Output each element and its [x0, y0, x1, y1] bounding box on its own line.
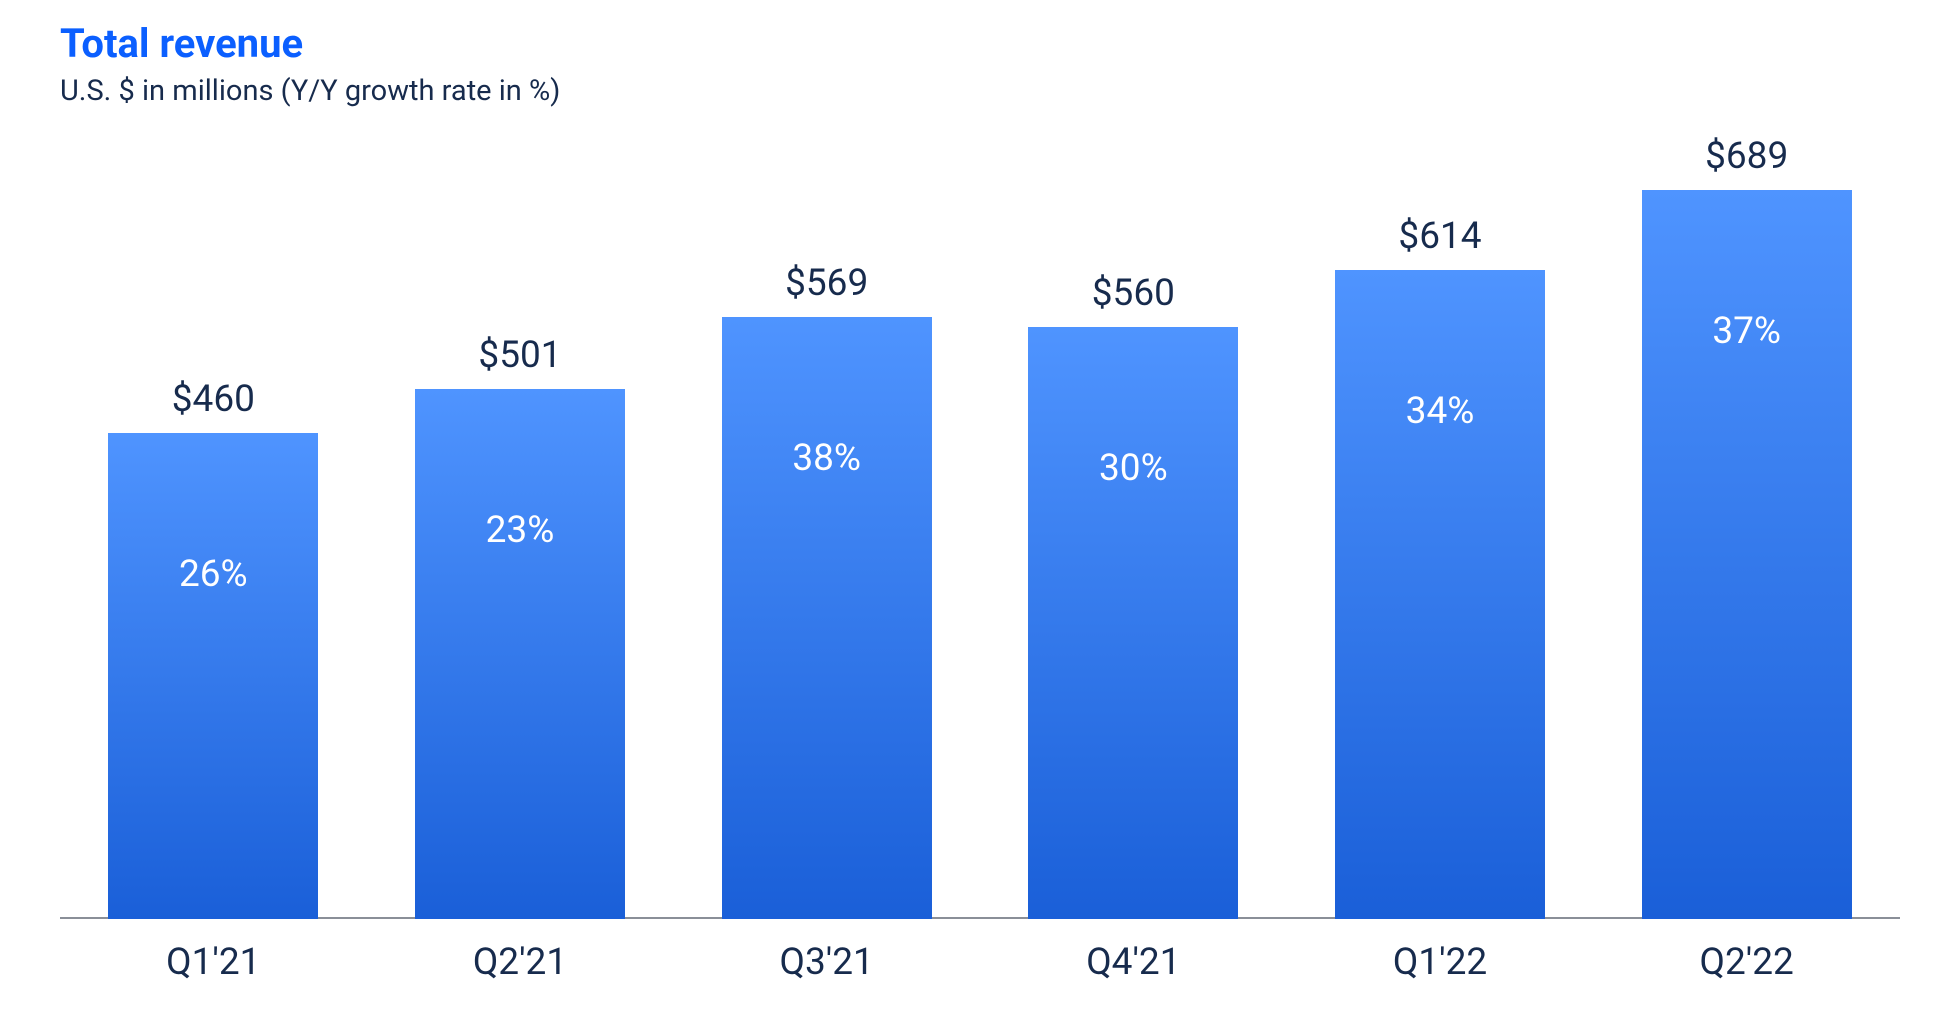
- bar-growth-label: 37%: [1642, 310, 1852, 353]
- bar-value-label: $689: [1597, 135, 1897, 178]
- bar-growth-label: 34%: [1335, 390, 1545, 433]
- bars-row: $460 26% $501 23% $569 38% $560: [60, 179, 1900, 919]
- bar-slot: $560 30%: [980, 179, 1287, 919]
- bar-q2-21: $501 23%: [415, 389, 625, 919]
- x-label: Q4'21: [980, 941, 1287, 984]
- bar-value-label: $460: [63, 378, 363, 421]
- revenue-bar-chart: Total revenue U.S. $ in millions (Y/Y gr…: [0, 0, 1940, 1014]
- bar-q1-21: $460 26%: [108, 433, 318, 919]
- bar-slot: $689 37%: [1593, 179, 1900, 919]
- plot-area: $460 26% $501 23% $569 38% $560: [60, 109, 1900, 919]
- x-label: Q1'22: [1287, 941, 1594, 984]
- bar-growth-label: 23%: [415, 509, 625, 552]
- bar-growth-label: 26%: [108, 553, 318, 596]
- chart-subtitle: U.S. $ in millions (Y/Y growth rate in %…: [60, 74, 1900, 109]
- chart-title: Total revenue: [60, 20, 1900, 68]
- bar-slot: $501 23%: [367, 179, 674, 919]
- x-label: Q3'21: [673, 941, 980, 984]
- x-label: Q1'21: [60, 941, 367, 984]
- bar-q1-22: $614 34%: [1335, 270, 1545, 919]
- bar-growth-label: 30%: [1028, 447, 1238, 490]
- bar-growth-label: 38%: [722, 437, 932, 480]
- bar-value-label: $501: [370, 334, 670, 377]
- bar-q3-21: $569 38%: [722, 317, 932, 919]
- bar-q2-22: $689 37%: [1642, 190, 1852, 919]
- bar-slot: $614 34%: [1287, 179, 1594, 919]
- x-label: Q2'22: [1593, 941, 1900, 984]
- bar-slot: $460 26%: [60, 179, 367, 919]
- bar-slot: $569 38%: [673, 179, 980, 919]
- bar-value-label: $614: [1290, 215, 1590, 258]
- bar-value-label: $560: [983, 272, 1283, 315]
- x-label: Q2'21: [367, 941, 674, 984]
- bar-value-label: $569: [677, 262, 977, 305]
- bar-q4-21: $560 30%: [1028, 327, 1238, 919]
- x-axis-labels: Q1'21 Q2'21 Q3'21 Q4'21 Q1'22 Q2'22: [60, 941, 1900, 984]
